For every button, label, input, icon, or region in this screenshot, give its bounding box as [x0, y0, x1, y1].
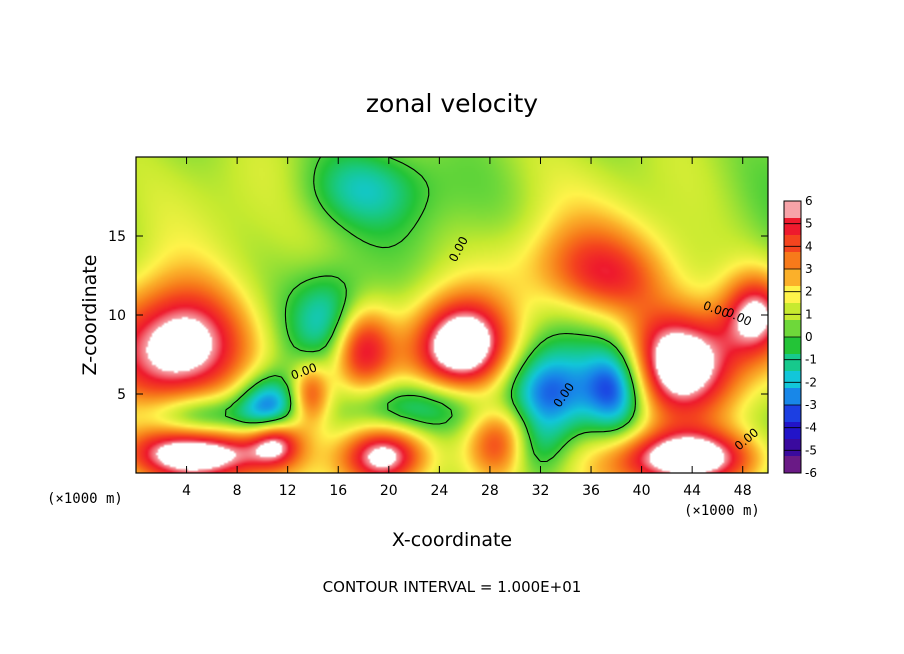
x-tick-label: 20	[380, 483, 398, 499]
colorbar-swatch	[784, 252, 801, 270]
colorbar-tick-label: 1	[805, 307, 813, 321]
colorbar-swatch	[784, 388, 801, 406]
colorbar-swatch	[784, 405, 801, 423]
colorbar-swatch	[784, 286, 801, 304]
colorbar-swatch	[784, 320, 801, 338]
colorbar-tick-label: 6	[805, 194, 813, 208]
colorbar-tick-label: 4	[805, 239, 813, 253]
x-axis-ticks: 4 8 12 16 20 24 28 32 36 40 44 48	[182, 157, 752, 499]
x-tick-label: 8	[233, 483, 242, 499]
colorbar-tick-label: -2	[805, 375, 817, 389]
plot-area: 0.000.000.000.000.000.00	[136, 157, 768, 473]
colorbar-swatch	[784, 371, 801, 389]
x-tick-label: 24	[430, 483, 448, 499]
contour-zero	[224, 157, 636, 463]
colorbar-tick-label: -3	[805, 398, 817, 412]
y-axis-label: Z-coordinate	[79, 255, 101, 376]
contour-interval-note: CONTOUR INTERVAL = 1.000E+01	[323, 578, 582, 596]
y-axis-ticks: 5 10 15	[108, 229, 768, 403]
colorbar-swatch	[784, 439, 801, 457]
x-unit-right: (×1000 m)	[684, 503, 760, 519]
y-tick-label: 15	[108, 229, 126, 245]
y-tick-label: 10	[108, 308, 126, 324]
colorbar-tick-label: -6	[805, 466, 817, 480]
colorbar-tick-label: 0	[805, 330, 813, 344]
x-unit-left: (×1000 m)	[47, 491, 123, 507]
colorbar-tick-label: 5	[805, 217, 813, 231]
colorbar-tick-label: -1	[805, 353, 817, 367]
colorbar-swatch	[784, 269, 801, 287]
x-tick-label: 36	[582, 483, 600, 499]
colorbar-swatch	[784, 235, 801, 253]
colorbar-tick-label: -4	[805, 421, 817, 435]
chart-title: zonal velocity	[366, 89, 538, 118]
colorbar: 6 5 4 3 2 1 0 -1 -2 -3 -4 -5 -6	[783, 194, 817, 480]
colorbar-swatch	[784, 303, 801, 321]
colorbar-swatch	[784, 354, 801, 372]
x-tick-label: 40	[633, 483, 651, 499]
x-tick-label: 48	[734, 483, 752, 499]
heatmap-image	[136, 157, 768, 473]
colorbar-tick-label: 3	[805, 262, 813, 276]
colorbar-swatch	[784, 218, 801, 236]
x-axis-label: X-coordinate	[392, 529, 512, 551]
colorbar-tick-label: 2	[805, 285, 813, 299]
y-tick-label: 5	[117, 387, 126, 403]
x-tick-label: 12	[279, 483, 297, 499]
x-tick-label: 32	[532, 483, 550, 499]
x-tick-label: 28	[481, 483, 499, 499]
colorbar-swatch	[784, 456, 801, 474]
x-tick-label: 44	[683, 483, 701, 499]
colorbar-swatch	[784, 422, 801, 440]
colorbar-swatch	[784, 337, 801, 355]
colorbar-tick-label: -5	[805, 443, 817, 457]
x-tick-label: 4	[182, 483, 191, 499]
x-tick-label: 16	[329, 483, 347, 499]
colorbar-swatch	[784, 201, 801, 219]
